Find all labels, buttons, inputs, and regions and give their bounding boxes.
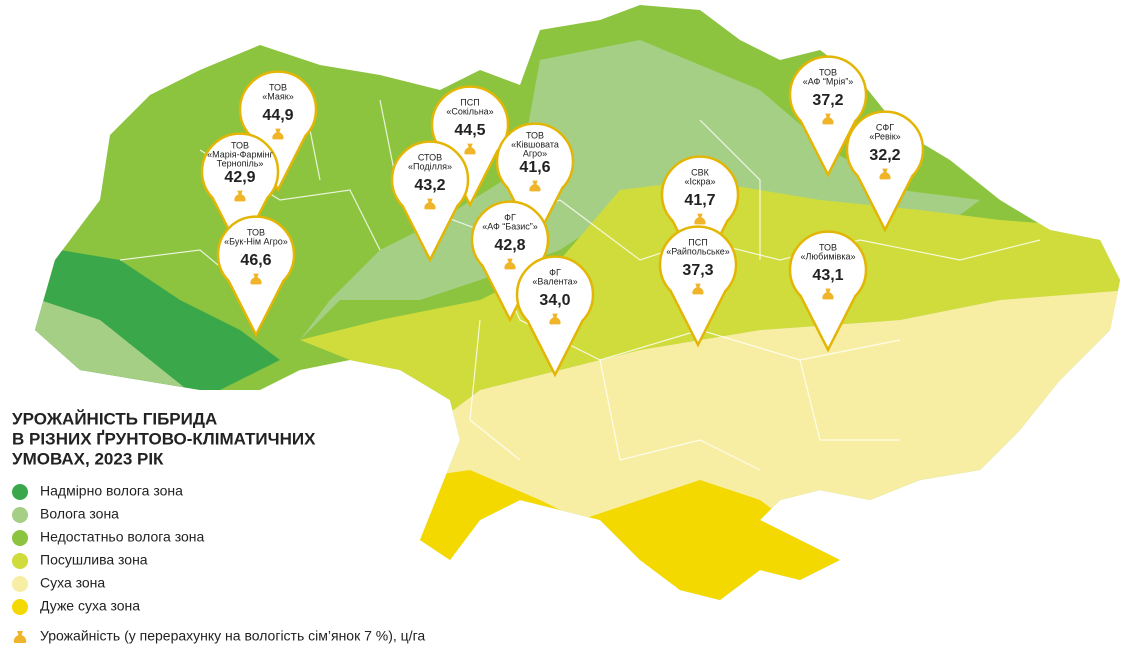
yield-icon	[822, 288, 834, 300]
pin-name: Тернопіль»	[217, 158, 264, 168]
pin-org: ТОВ	[247, 227, 265, 237]
pin-value: 34,0	[539, 292, 570, 309]
pin-name: Агро»	[523, 148, 547, 158]
yield-icon	[250, 273, 262, 285]
pin-name: «Райпольське»	[666, 246, 730, 256]
legend-label: Посушлива зона	[40, 552, 148, 568]
pin-name: «Іскра»	[685, 176, 716, 186]
region-border	[699, 119, 761, 260]
pin: СФГ«Ревік» 32,2	[845, 110, 925, 233]
pin-org: ФГ	[549, 267, 561, 277]
pin-name: «Поділля»	[408, 161, 452, 171]
pin-value: 37,3	[682, 262, 713, 279]
pin: ПСП«Райпольське» 37,3	[658, 225, 738, 348]
yield-note: Урожайність (у перерахунку на вологість …	[40, 628, 425, 644]
region-border	[599, 359, 761, 471]
legend-swatch	[12, 599, 28, 615]
legend-label: Суха зона	[40, 575, 105, 591]
yield-icon	[822, 113, 834, 125]
pin-org: ТОВ	[231, 140, 249, 150]
pin-org: СФГ	[876, 122, 894, 132]
pin-name: «Валента»	[532, 276, 577, 286]
legend-label: Волога зона	[40, 506, 119, 522]
pin-org: ТОВ	[269, 82, 287, 92]
yield-icon	[234, 190, 246, 202]
pin: ФГ«Валента» 34,0	[515, 255, 595, 378]
yield-icon	[464, 143, 476, 155]
pin-org: ТОВ	[819, 67, 837, 77]
pin-value: 44,5	[454, 122, 485, 139]
pin-name: «Любимівка»	[801, 251, 856, 261]
pin-value: 42,8	[494, 237, 525, 254]
yield-icon	[529, 180, 541, 192]
pin-org: ТОВ	[526, 130, 544, 140]
legend-title: УМОВАХ, 2023 РІК	[12, 449, 164, 468]
yield-icon	[692, 283, 704, 295]
pin-value: 41,6	[519, 159, 550, 176]
region-border	[559, 199, 1041, 261]
pin-org: ПСП	[460, 97, 479, 107]
pin-org: ТОВ	[819, 242, 837, 252]
pin-value: 43,1	[812, 267, 843, 284]
legend-swatch	[12, 576, 28, 592]
pin-name: «АФ “Мрія”»	[803, 76, 853, 86]
pin-name: «АФ “Базис”»	[482, 221, 538, 231]
legend-swatch	[12, 553, 28, 569]
pin: ТОВ«Любимівка» 43,1	[788, 230, 868, 353]
pin-org: ПСП	[688, 237, 707, 247]
pin-org: СВК	[691, 167, 710, 177]
pin-org: ФГ	[504, 212, 516, 222]
yield-icon	[424, 198, 436, 210]
pin-name: «Маяк»	[262, 91, 293, 101]
pin-value: 42,9	[224, 169, 255, 186]
legend-title: В РІЗНИХ ҐРУНТОВО-КЛІМАТИЧНИХ	[12, 429, 316, 448]
yield-icon	[272, 128, 284, 140]
legend-label: Недостатньо волога зона	[40, 529, 205, 545]
legend-swatch	[12, 484, 28, 500]
pin-value: 46,6	[240, 252, 271, 269]
legend-swatch	[12, 530, 28, 546]
pin-name: «Сокільна»	[446, 106, 493, 116]
pin: СВК«Іскра» 41,7	[660, 155, 740, 278]
pin-name: «Ківшовата	[511, 139, 559, 149]
pin-org: СТОВ	[418, 152, 442, 162]
legend-swatch	[12, 507, 28, 523]
region-border	[469, 319, 521, 461]
pin-value: 44,9	[262, 107, 293, 124]
pin-name: «Бук-Нім Агро»	[224, 236, 288, 246]
yield-icon	[549, 313, 561, 325]
pin-name: «Ревік»	[869, 131, 900, 141]
yield-icon	[13, 631, 27, 643]
pin-value: 37,2	[812, 92, 843, 109]
pin: ТОВ«Бук-Нім Агро» 46,6	[216, 215, 296, 338]
pin: ФГ«АФ “Базис”» 42,8	[470, 200, 550, 323]
pin-value: 43,2	[414, 177, 445, 194]
legend-title: УРОЖАЙНІСТЬ ГІБРИДА	[12, 409, 217, 428]
pin-name: «Марія-Фармінг	[207, 149, 273, 159]
pin-value: 32,2	[869, 147, 900, 164]
pin: ТОВ«АФ “Мрія”» 37,2	[788, 55, 868, 178]
legend-label: Дуже суха зона	[40, 598, 140, 614]
pin: СТОВ«Поділля» 43,2	[390, 140, 470, 263]
pin: ТОВ«Маяк» 44,9	[238, 70, 318, 193]
yield-icon	[694, 213, 706, 225]
yield-icon	[504, 258, 516, 270]
yield-icon	[879, 168, 891, 180]
pin-value: 41,7	[684, 192, 715, 209]
legend-label: Надмірно волога зона	[40, 483, 183, 499]
region-border	[799, 359, 900, 441]
